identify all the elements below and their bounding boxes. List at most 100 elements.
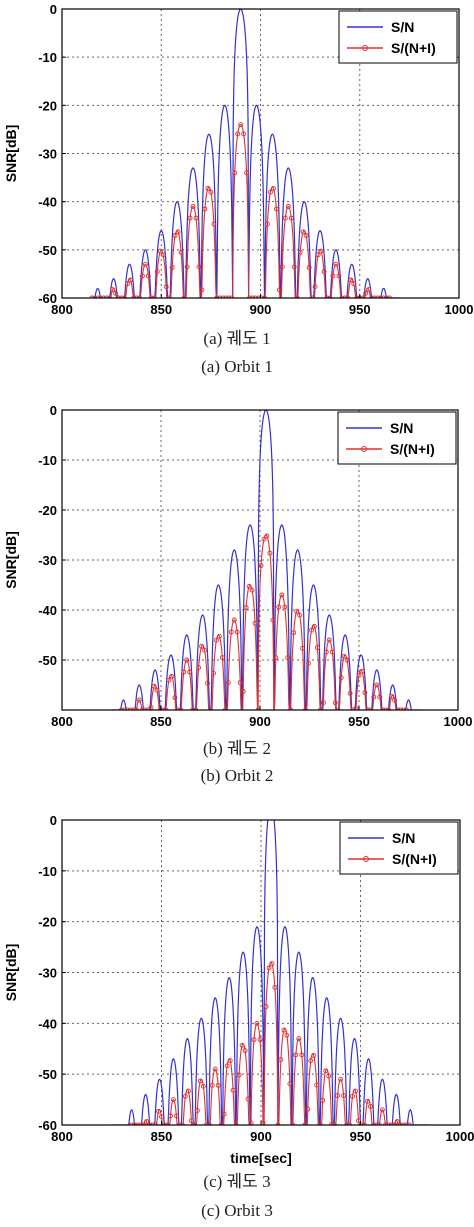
caption-english: (b) Orbit 2 [201,766,274,785]
series-marker-sni [362,1122,367,1125]
series-marker-sni [196,665,202,671]
x-tick-label: 900 [249,714,271,729]
series-marker-sni [338,675,344,681]
series-marker-sni [228,629,234,635]
series-marker-sni [384,295,389,298]
y-tick-label: -30 [38,553,57,568]
series-marker-sni [290,1122,296,1125]
series-marker-sni [256,295,261,298]
series-marker-sni [212,1066,218,1072]
legend-label-sn: S/N [391,19,414,35]
series-marker-sni [154,269,160,275]
series-marker-sni [181,669,187,675]
series-marker-sni [296,1036,302,1042]
series-marker-sni [383,707,389,710]
series-marker-sni [308,1058,314,1064]
series-marker-sni [184,657,190,663]
legend-box [338,10,458,64]
caption-korean: (c) 궤도 3 [203,1172,270,1191]
series-marker-sni [311,623,317,629]
series-marker-sni [193,707,199,710]
series-marker-sni [297,249,303,255]
x-tick-label: 800 [51,1129,73,1144]
series-marker-sni [176,1122,182,1125]
series-marker-sni [254,1020,260,1026]
series-marker-sni [347,690,353,696]
series-marker-sni [202,647,208,653]
series-group [111,820,431,1125]
series-marker-sni [401,707,407,710]
series-marker-sni [233,1122,239,1125]
series-marker-sni [369,295,375,298]
series-marker-sni [203,1122,209,1125]
series-marker-sni [323,649,329,655]
series-marker-sni [273,655,279,661]
series-marker-sni [392,697,398,703]
y-tick-label: -20 [38,915,57,930]
series-marker-sni [245,1096,251,1102]
series-marker-sni [124,707,130,710]
series-marker-sni [163,284,169,290]
series-marker-sni [376,1122,382,1125]
series-marker-sni [382,1122,388,1125]
series-marker-sni [333,261,339,267]
series-marker-sni [199,643,205,649]
series-marker-sni [130,707,136,710]
series-marker-sni [129,1122,135,1125]
series-marker-sni [318,248,324,254]
series-marker-sni [335,1093,341,1099]
series-marker-sni [219,655,225,661]
series-marker-sni [386,707,392,710]
y-tick-label: -10 [38,453,57,468]
series-marker-sni [89,295,95,298]
x-tick-label: 950 [349,302,371,317]
chart-panel-2: 800 850 900 950 1000 0 -10 -20 -30 -40 -50 SNR[dB] S… [3,403,472,785]
series-marker-sni [326,1073,332,1079]
series-marker-sni [273,206,279,212]
series-marker-sni [324,295,330,298]
series-marker-sni [110,287,116,293]
series-marker-sni [300,229,306,235]
series-marker-sni [182,1093,188,1099]
series-marker-sni [139,273,145,279]
series-marker-sni [222,707,228,710]
series-marker-sni [175,707,181,710]
series-marker-sni [378,295,384,298]
series-marker-sni [118,707,124,710]
series-marker-sni [249,587,255,593]
series-marker-sni [406,1122,412,1125]
series-marker-sni [229,295,235,298]
series-marker-sni [300,645,306,651]
legend-box [337,411,457,465]
series-marker-sni [335,707,341,710]
series-marker-sni [326,637,332,643]
series-marker-sni [347,1122,353,1125]
series-marker-sni [332,1122,338,1125]
y-tick-label: -40 [38,603,57,618]
series-marker-sni [281,1027,287,1033]
series-marker-sni [387,295,392,298]
series-marker-sni [303,233,309,238]
legend: S/N S/(N+I) [339,821,459,875]
series-marker-sni [121,707,127,710]
series-marker-sni [160,707,166,710]
series-marker-sni [344,1122,350,1125]
series-marker-sni [353,1088,358,1094]
legend-label-sni: S/(N+I) [390,441,435,457]
series-marker-sni [208,707,213,710]
series-marker-sni [299,1052,305,1058]
series-marker-sni [297,612,303,618]
series-marker-sni [225,680,231,686]
series-marker-sni [145,707,151,710]
series-marker-sni [191,1122,197,1125]
series-marker-sni [374,682,380,688]
series-marker-sni [119,295,124,298]
series-marker-sni [165,1122,170,1125]
series-marker-sni [251,1037,257,1043]
y-tick-label: -30 [38,147,57,162]
series-marker-sni [190,204,196,209]
series-marker-sni [132,1122,138,1125]
series-marker-sni [187,669,193,675]
series-marker-sni [275,1122,281,1125]
series-marker-sni [353,705,359,710]
